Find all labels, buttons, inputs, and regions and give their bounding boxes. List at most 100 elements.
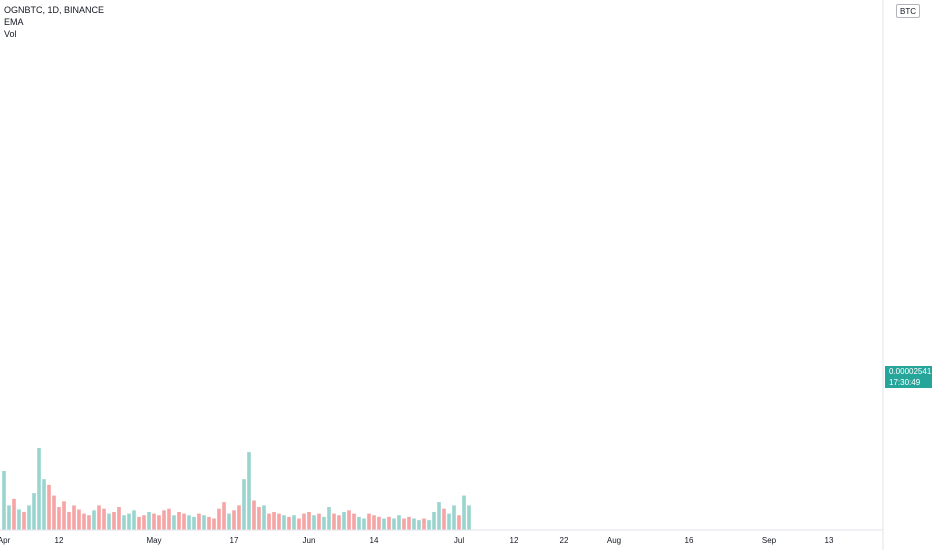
volume-bar — [332, 513, 336, 530]
volume-bar — [422, 518, 426, 530]
volume-bar — [177, 511, 181, 530]
time-tick-label: Sep — [762, 536, 777, 545]
volume-bar — [32, 493, 36, 530]
volume-bar — [262, 505, 266, 530]
time-tick-label: 17 — [230, 536, 239, 545]
volume-bar — [392, 518, 396, 530]
time-tick-label: 14 — [370, 536, 379, 545]
volume-bar — [162, 510, 166, 530]
volume-bar — [272, 511, 276, 530]
volume-bar — [432, 511, 436, 530]
volume-bar — [147, 511, 151, 530]
volume-bar — [202, 515, 206, 530]
volume-bar — [237, 505, 241, 530]
symbol-legend[interactable]: OGNBTC, 1D, BINANCE — [4, 5, 105, 15]
volume-bar — [197, 513, 201, 530]
time-tick-label: Jul — [454, 536, 464, 545]
volume-bar — [357, 516, 361, 530]
volume-bar — [292, 515, 296, 530]
volume-bar — [182, 513, 186, 530]
volume-bar — [277, 513, 281, 530]
volume-bar — [192, 516, 196, 530]
volume-bar — [232, 510, 236, 530]
volume-bar — [267, 513, 271, 530]
last-price-tag: 0.00002541 17:30:49 — [885, 366, 932, 388]
bar-countdown: 17:30:49 — [889, 378, 921, 387]
volume-bar — [257, 507, 261, 530]
currency-badge[interactable]: BTC — [896, 4, 920, 18]
volume-bar — [127, 513, 131, 530]
volume-bar — [457, 515, 461, 530]
volume-bar — [412, 518, 416, 530]
volume-bar — [397, 515, 401, 530]
volume-bar — [382, 518, 386, 530]
volume-bar — [372, 515, 376, 530]
volume-layer — [2, 448, 471, 530]
volume-bar — [2, 470, 6, 530]
volume-bar — [317, 513, 321, 530]
volume-bar — [367, 513, 371, 530]
volume-bar — [107, 513, 111, 530]
volume-bar — [152, 513, 156, 530]
volume-bar — [442, 508, 446, 530]
volume-bar — [82, 513, 86, 530]
volume-bar — [42, 479, 46, 530]
volume-bar — [437, 502, 441, 530]
volume-bar — [352, 513, 356, 530]
volume-bar — [47, 484, 51, 530]
volume-legend[interactable]: Vol — [4, 29, 17, 39]
volume-bar — [62, 501, 66, 530]
volume-bar — [402, 518, 406, 530]
time-tick-label: 12 — [510, 536, 519, 545]
time-tick-label: Apr — [0, 536, 11, 545]
volume-bar — [217, 508, 221, 530]
volume-bar — [447, 513, 451, 530]
volume-bar — [172, 515, 176, 530]
volume-bar — [167, 508, 171, 530]
volume-bar — [92, 510, 96, 530]
volume-bar — [57, 507, 61, 530]
volume-bar — [307, 511, 311, 530]
volume-bar — [132, 510, 136, 530]
volume-bar — [247, 452, 251, 530]
volume-bar — [377, 516, 381, 530]
volume-bar — [467, 505, 471, 530]
volume-bar — [137, 516, 141, 530]
volume-bar — [77, 509, 81, 530]
time-tick-label: 16 — [685, 536, 694, 545]
time-tick-label: 22 — [560, 536, 569, 545]
volume-bar — [322, 516, 326, 530]
volume-bar — [207, 516, 211, 530]
volume-bar — [302, 513, 306, 530]
volume-bar — [347, 510, 351, 530]
volume-bar — [117, 507, 121, 530]
volume-bar — [72, 505, 76, 530]
volume-bar — [327, 507, 331, 530]
volume-bar — [37, 448, 41, 530]
volume-bar — [242, 479, 246, 530]
volume-bar — [427, 520, 431, 530]
volume-bar — [227, 513, 231, 530]
volume-bar — [252, 500, 256, 530]
volume-bar — [312, 515, 316, 530]
volume-bar — [52, 495, 56, 530]
volume-bar — [287, 516, 291, 530]
volume-bar — [87, 515, 91, 530]
volume-bar — [157, 515, 161, 530]
volume-bar — [297, 518, 301, 530]
ema-legend[interactable]: EMA — [4, 17, 24, 27]
volume-bar — [27, 505, 31, 530]
volume-bar — [212, 518, 216, 530]
volume-bar — [452, 505, 456, 530]
volume-bar — [387, 516, 391, 530]
volume-bar — [462, 495, 466, 530]
time-tick-label: 13 — [825, 536, 834, 545]
time-tick-label: Aug — [607, 536, 621, 545]
volume-bar — [22, 511, 26, 530]
volume-bar — [122, 515, 126, 530]
volume-bar — [97, 505, 101, 530]
volume-bar — [417, 520, 421, 530]
volume-bar — [112, 511, 116, 530]
